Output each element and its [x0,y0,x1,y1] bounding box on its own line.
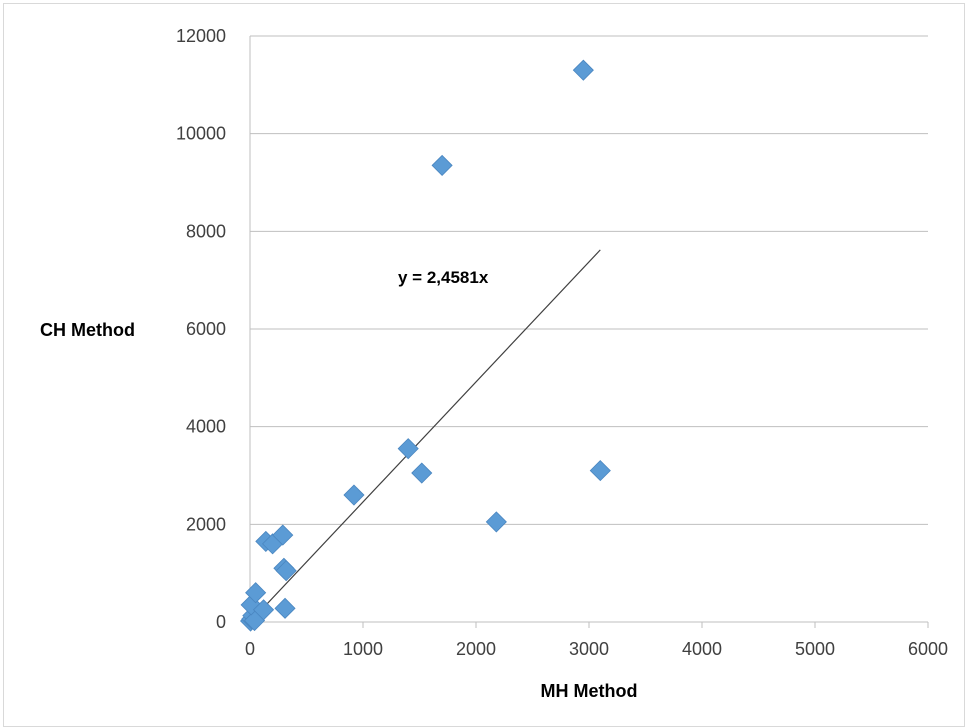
y-tick-label-2: 4000 [186,417,226,437]
y-tick-label-0: 0 [216,612,226,632]
x-tick-label-1: 1000 [343,639,383,659]
data-point-11 [275,560,297,582]
y-tick-label-3: 6000 [186,319,226,339]
axes [249,36,929,628]
data-point-5 [245,582,267,604]
data-point-18 [431,154,453,176]
x-tick-label-0: 0 [245,639,255,659]
data-point-16 [485,511,507,533]
gridlines [250,35,928,623]
x-tick-label-4: 4000 [682,639,722,659]
x-tick-label-3: 3000 [569,639,609,659]
x-tick-label-6: 6000 [908,639,948,659]
y-tick-label-6: 12000 [176,26,226,46]
data-point-15 [411,462,433,484]
data-point-9 [272,524,294,546]
x-tick-label-2: 2000 [456,639,496,659]
trendline-equation-label: y = 2,4581x [398,268,489,287]
trendline-group [249,249,601,623]
x-axis-title: MH Method [541,681,638,701]
data-point-17 [589,460,611,482]
y-tick-label-4: 8000 [186,221,226,241]
data-points [239,59,611,632]
data-point-13 [343,484,365,506]
x-tick-labels: 0 1000 2000 3000 4000 5000 6000 [245,639,948,659]
data-point-12 [274,597,296,619]
data-point-19 [572,59,594,81]
x-tick-label-5: 5000 [795,639,835,659]
y-tick-label-1: 2000 [186,514,226,534]
data-point-6 [252,599,275,621]
chart-frame [3,3,965,727]
y-tick-label-5: 10000 [176,124,226,144]
y-tick-labels: 0 2000 4000 6000 8000 10000 12000 [176,26,226,632]
y-axis-title: CH Method [40,320,135,340]
data-point-14 [397,438,419,460]
trendline [249,249,601,623]
